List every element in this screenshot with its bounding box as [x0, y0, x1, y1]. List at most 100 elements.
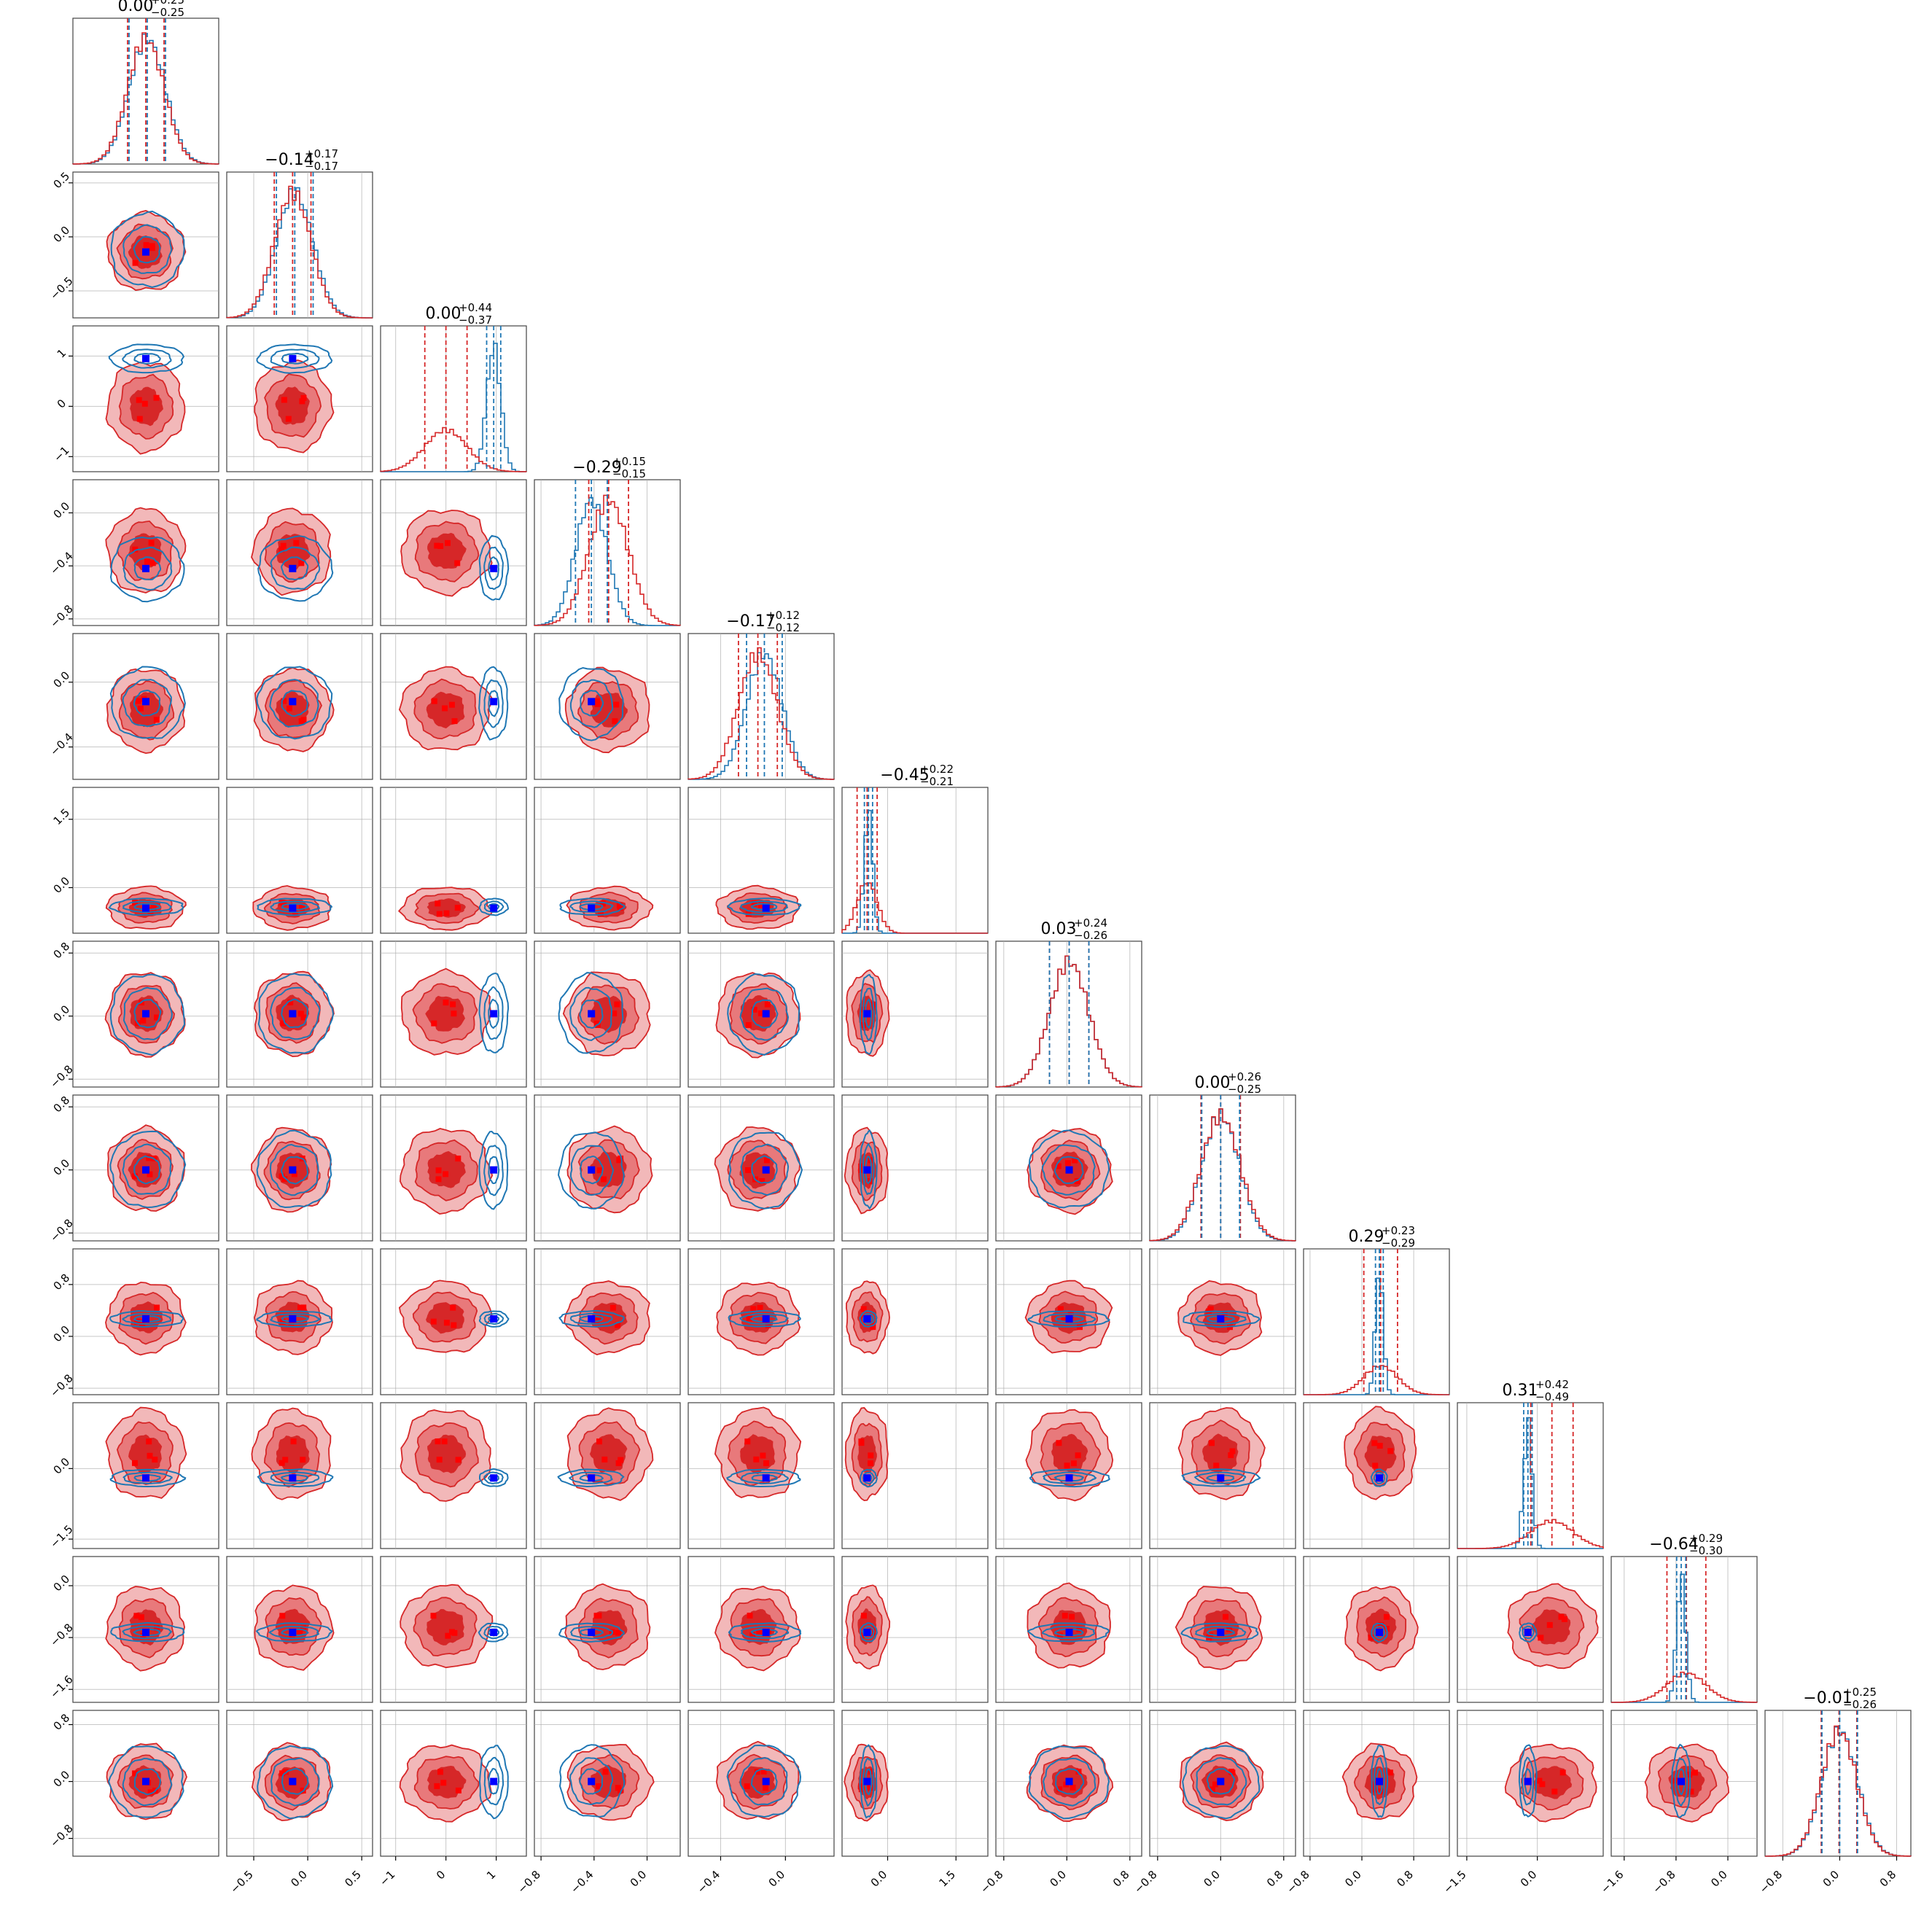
- red-marker: [613, 701, 620, 708]
- blue-contour: [1206, 1474, 1235, 1482]
- red-marker: [861, 1006, 868, 1013]
- blue-contour: [1193, 1471, 1247, 1484]
- red-marker: [144, 558, 150, 565]
- y-tick-label: 0.0: [51, 1573, 73, 1594]
- blue-contour: [749, 1315, 778, 1323]
- red-marker: [744, 1438, 751, 1445]
- blue-contour: [270, 348, 320, 369]
- contour-panel: 0.0 1.5: [51, 787, 219, 934]
- y-tick-label: 1.5: [51, 806, 73, 827]
- blue-contour: [740, 1143, 790, 1196]
- blue-contour: [478, 897, 509, 916]
- true-value-marker: [1217, 1474, 1225, 1482]
- blue-contour: [478, 1745, 509, 1820]
- red-marker: [443, 1000, 449, 1006]
- panel-title-minus: −0.26: [1074, 929, 1107, 942]
- blue-contour: [751, 1768, 778, 1796]
- red-marker: [292, 910, 299, 916]
- red-marker: [132, 1173, 138, 1180]
- y-tick-label: −0.8: [47, 1216, 75, 1244]
- blue-contour: [557, 1131, 625, 1210]
- blue-contour: [859, 1622, 878, 1643]
- y-tick-label: 0.0: [51, 1455, 73, 1477]
- red-marker: [297, 1304, 303, 1311]
- red-marker: [430, 1318, 437, 1325]
- red-marker: [1376, 1443, 1383, 1449]
- panel-title-minus: −0.12: [766, 621, 800, 634]
- panel-title-plus: +0.17: [305, 147, 338, 160]
- blue-contour: [483, 1625, 505, 1640]
- blue-contour: [270, 546, 321, 590]
- blue-contour: [739, 987, 790, 1041]
- y-tick-label: −0.5: [47, 274, 75, 302]
- blue-contour: [1522, 1625, 1535, 1640]
- blue-contour: [257, 535, 334, 602]
- red-marker: [1546, 1621, 1553, 1628]
- contour-group: [714, 1585, 802, 1672]
- blue-contour: [1043, 1313, 1097, 1325]
- red-marker: [763, 1157, 770, 1164]
- blue-contour: [579, 1628, 604, 1637]
- blue-contour: [1373, 1625, 1386, 1640]
- true-value-marker: [1065, 1166, 1073, 1174]
- panel-title-plus: +0.23: [1382, 1224, 1415, 1237]
- red-marker: [143, 242, 149, 249]
- true-value-marker: [289, 1166, 297, 1174]
- panel-title: 0.00: [1195, 1074, 1231, 1092]
- blue-contour: [1028, 1745, 1110, 1820]
- blue-contour: [1054, 1315, 1084, 1323]
- red-histogram: [1765, 1725, 1912, 1857]
- red-marker: [615, 1785, 621, 1791]
- red-marker: [154, 1304, 160, 1311]
- red-marker: [860, 1306, 867, 1312]
- contour-panel: −0.4 0.0: [688, 1710, 835, 1896]
- red-marker: [434, 542, 440, 549]
- blue-contour: [281, 903, 309, 911]
- blue-contour: [109, 536, 185, 603]
- panel-title-minus: −0.29: [1382, 1236, 1415, 1250]
- red-marker: [759, 1178, 766, 1184]
- contour-panel: [688, 1556, 835, 1703]
- blue-contour: [1370, 1468, 1388, 1487]
- histogram-panel: 0.29+0.23−0.29: [1303, 1224, 1450, 1395]
- red-marker: [299, 398, 305, 405]
- red-marker: [1221, 1312, 1228, 1318]
- true-value-marker: [1678, 1777, 1685, 1785]
- blue-contour: [269, 679, 319, 728]
- red-marker: [434, 1783, 440, 1789]
- panel-frame: [841, 1556, 989, 1703]
- blue-contour: [478, 666, 509, 741]
- x-tick-label: −0.8: [515, 1868, 542, 1896]
- red-marker: [615, 1322, 621, 1328]
- blue-contour: [108, 897, 184, 916]
- blue-contour: [133, 235, 161, 264]
- blue-contour: [728, 1131, 803, 1210]
- true-value-marker: [762, 1777, 770, 1785]
- blue-contour: [257, 1468, 334, 1488]
- red-marker: [279, 1318, 286, 1325]
- blue-contour: [281, 1628, 309, 1637]
- red-marker: [430, 1613, 437, 1619]
- y-tick-label: −1.5: [47, 1522, 75, 1550]
- red-marker: [299, 905, 305, 911]
- blue-contour: [133, 1155, 161, 1185]
- true-value-marker: [863, 1166, 871, 1174]
- red-marker: [756, 1629, 763, 1635]
- contour-group: [105, 885, 187, 930]
- true-value-marker: [1376, 1629, 1383, 1636]
- contour-group: [253, 666, 335, 752]
- blue-contour: [268, 1626, 320, 1640]
- blue-contour: [726, 1744, 802, 1818]
- red-marker: [297, 1010, 304, 1017]
- blue-contour: [1671, 1743, 1691, 1818]
- y-tick-label: 0.5: [51, 169, 73, 191]
- red-histogram: [1457, 1519, 1604, 1549]
- blue-contour: [257, 1745, 334, 1820]
- contour-group: [558, 1583, 651, 1670]
- contour-group: [716, 1282, 801, 1356]
- y-tick-label: −0.8: [47, 1371, 75, 1399]
- contour-panel: [226, 1402, 373, 1549]
- true-value-marker: [863, 1315, 871, 1323]
- blue-contour: [1027, 1310, 1111, 1328]
- contour-group: [106, 666, 186, 755]
